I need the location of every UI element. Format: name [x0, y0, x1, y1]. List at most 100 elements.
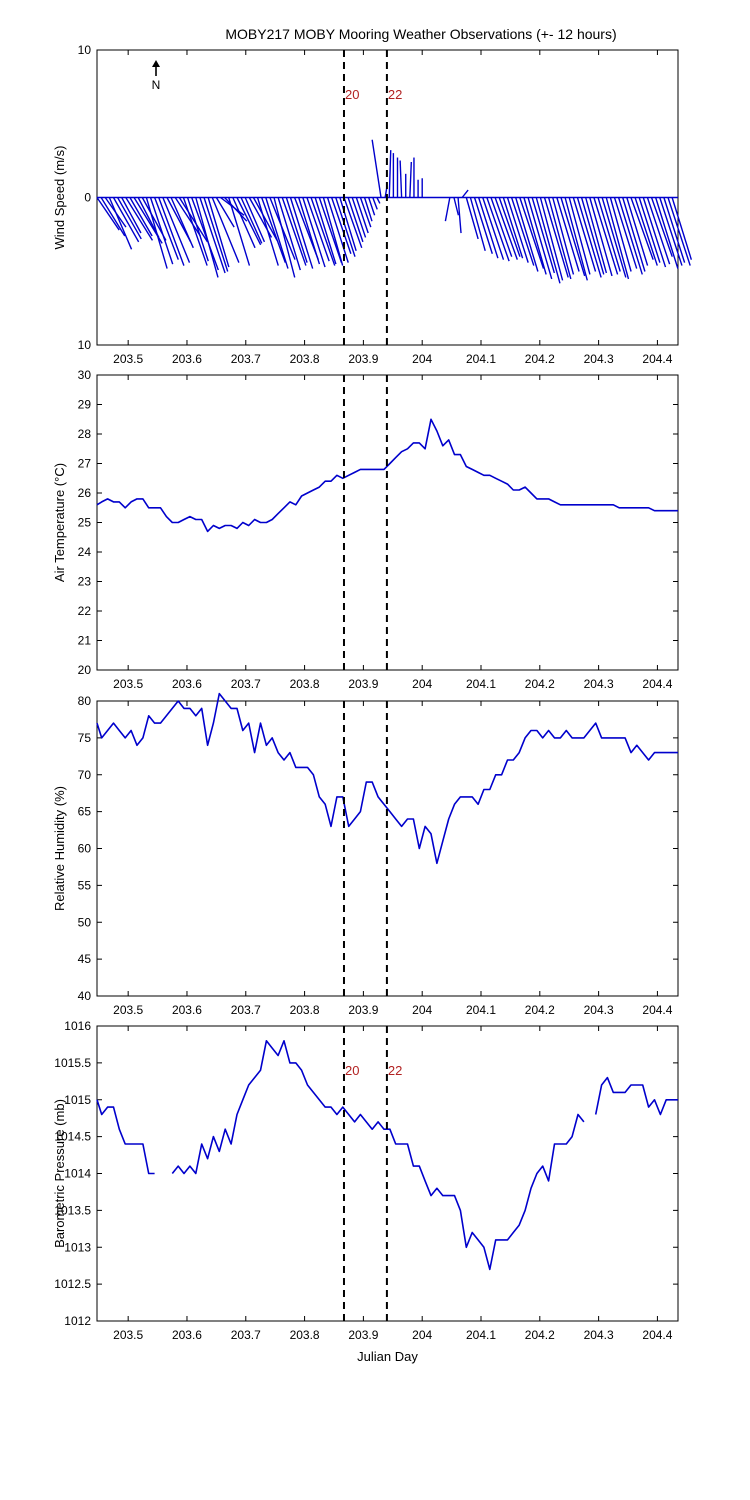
wind-stick [482, 197, 505, 260]
wind-stick [343, 197, 363, 249]
wind-stick [302, 197, 326, 268]
x-axis-label: Julian Day [357, 1349, 418, 1364]
wind-stick [236, 197, 262, 246]
wind-stick [630, 197, 654, 260]
wind-stick [355, 197, 369, 234]
wind-stick [667, 197, 691, 266]
wind-stick [376, 197, 381, 204]
event-marker-label: 22 [388, 87, 402, 102]
y-axis-label: Relative Humidity (%) [52, 786, 67, 911]
north-arrowhead-icon [152, 60, 160, 67]
y-tick-label: 10 [78, 338, 92, 352]
wind-stick [273, 197, 296, 278]
figure-title: MOBY217 MOBY Mooring Weather Observation… [225, 26, 616, 42]
x-tick-label: 203.9 [348, 677, 378, 691]
wind-stick [543, 197, 569, 278]
x-tick-label: 203.5 [113, 1003, 143, 1017]
north-label: N [152, 78, 161, 92]
y-tick-label: 21 [78, 634, 92, 648]
wind-stick [228, 197, 251, 266]
y-tick-label: 30 [78, 368, 92, 382]
wind-stick [116, 197, 142, 240]
x-tick-label: 204.1 [466, 352, 496, 366]
chart-panels: 203.5 203.6 203.7 203.8 203.9 204 204.1 204.2 20… [52, 43, 693, 1364]
wind-stick [585, 197, 608, 274]
x-tick-label: 203.5 [113, 352, 143, 366]
y-tick-label: 70 [78, 768, 92, 782]
y-axis-label: Barometric Pressure (mb) [52, 1099, 67, 1248]
wind-stick [634, 197, 658, 266]
wind-stick [306, 197, 330, 262]
x-tick-label: 203.9 [348, 352, 378, 366]
wind-stick [617, 197, 643, 275]
wind-stick [539, 197, 564, 281]
x-tick-label: 204.2 [525, 352, 555, 366]
x-tick-label: 204 [412, 677, 432, 691]
wind-stick [523, 197, 547, 275]
x-tick-label: 204.1 [466, 1328, 496, 1342]
wind-stick [162, 197, 191, 263]
wind-stick [650, 197, 673, 257]
wind-stick [494, 197, 518, 260]
wind-stick [444, 197, 451, 222]
wind-stick [564, 197, 588, 281]
wind-stick [527, 197, 553, 280]
x-tick-label: 203.6 [172, 1328, 202, 1342]
wind-stick [260, 197, 286, 263]
wind-stick [298, 197, 321, 265]
wind-stick [281, 197, 307, 266]
x-tick-label: 203.8 [290, 352, 320, 366]
wind-stick [486, 197, 510, 262]
wind-stick [207, 197, 230, 268]
wind-stick [129, 197, 153, 237]
wind-stick [174, 197, 201, 237]
wind-stick [359, 197, 372, 228]
wind-stick [453, 197, 460, 216]
y-tick-label: 50 [78, 915, 92, 929]
wind-stick [556, 197, 580, 272]
wind-stick [638, 197, 661, 263]
y-tick-label: 27 [78, 457, 92, 471]
wind-stick [330, 197, 352, 254]
wind-stick [642, 197, 667, 268]
wind-stick [322, 197, 344, 266]
x-tick-label: 203.8 [290, 1328, 320, 1342]
wind-stick [597, 197, 621, 272]
wind-stick [186, 197, 209, 262]
wind-stick [195, 197, 219, 278]
x-tick-label: 203.8 [290, 1003, 320, 1017]
wind-stick [256, 197, 279, 266]
wind-stick [318, 197, 343, 263]
event-marker-label: 22 [388, 1063, 402, 1078]
y-tick-label: 1014 [64, 1167, 91, 1181]
x-tick-label: 204.3 [584, 677, 614, 691]
wind-stick [609, 197, 632, 272]
event-marker-label: 20 [345, 87, 359, 102]
wind-stick [314, 197, 337, 265]
y-tick-label: 80 [78, 694, 92, 708]
panel-2: 203.5 203.6 203.7 203.8 203.9 204 204.1 204.2 20… [52, 368, 679, 691]
y-tick-label: 10 [78, 43, 92, 57]
x-tick-label: 204.3 [584, 1003, 614, 1017]
wind-stick [576, 197, 602, 278]
wind-stick [613, 197, 638, 269]
wind-stick [552, 197, 575, 275]
wind-stick [535, 197, 561, 284]
wind-stick [265, 197, 289, 269]
wind-stick [605, 197, 630, 280]
wind-stick [409, 161, 413, 198]
wind-stick [112, 197, 140, 243]
y-tick-label: 45 [78, 952, 92, 966]
wind-stick [240, 197, 263, 244]
panel-3: 203.5 203.6 203.7 203.8 203.9 204 204.1 204.2 20… [52, 692, 679, 1017]
x-tick-label: 203.8 [290, 677, 320, 691]
y-tick-label: 0 [84, 191, 91, 205]
x-tick-label: 203.9 [348, 1328, 378, 1342]
wind-stick [663, 197, 686, 263]
x-tick-label: 204.3 [584, 1328, 614, 1342]
wind-stick [388, 150, 392, 198]
wind-stick [626, 197, 649, 266]
wind-stick [560, 197, 586, 277]
x-tick-label: 204.4 [642, 1328, 672, 1342]
wind-stick [285, 197, 308, 263]
